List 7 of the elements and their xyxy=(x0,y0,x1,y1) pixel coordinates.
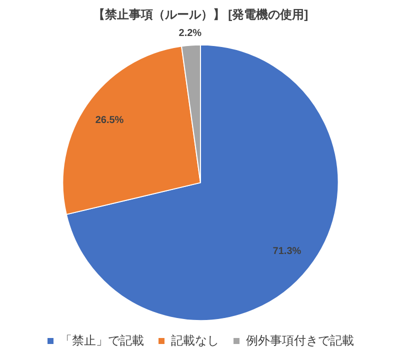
data-label: 2.2% xyxy=(178,28,202,40)
legend-label: 記載なし xyxy=(171,333,219,348)
legend-label: 「禁止」で記載 xyxy=(60,333,144,348)
data-label: 26.5% xyxy=(95,115,124,126)
data-label: 71.3% xyxy=(272,246,302,257)
chart-title: 【禁止事項（ルール）】 [発電機の使用] xyxy=(92,8,308,22)
legend-label: 例外事項付きで記載 xyxy=(246,333,354,348)
